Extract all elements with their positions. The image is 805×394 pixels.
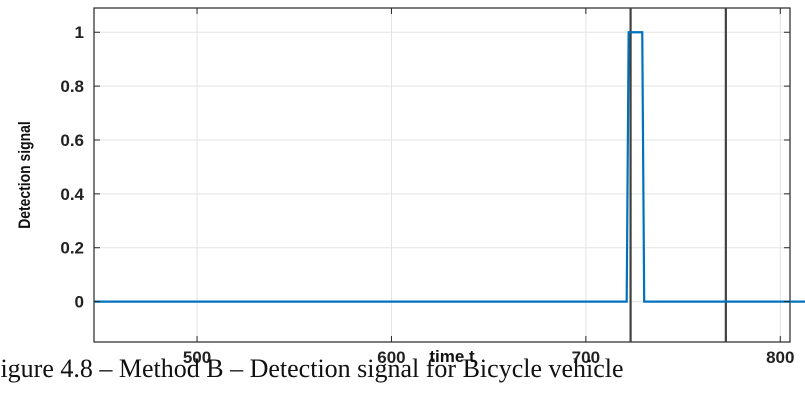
- vertical-markers: [629, 8, 727, 342]
- y-tick-label: 0.6: [60, 131, 84, 150]
- x-axis-label: time t: [429, 347, 475, 366]
- x-tick-label: 600: [377, 348, 405, 367]
- series-layer: [94, 31, 805, 303]
- y-tick-label: 0: [75, 293, 84, 312]
- x-tick-label: 700: [572, 348, 600, 367]
- y-tick-label: 0.2: [60, 239, 84, 258]
- x-tick-label: 800: [766, 348, 794, 367]
- x-tick-label: 500: [183, 348, 211, 367]
- y-tick-label: 1: [75, 23, 84, 42]
- y-ticks: 0 0.2 0.4 0.6 0.8 1: [60, 23, 790, 312]
- y-tick-label: 0.4: [60, 185, 84, 204]
- y-axis-label: Detection signal: [16, 121, 35, 229]
- y-tick-label: 0.8: [60, 77, 84, 96]
- plot-frame: [93, 7, 791, 343]
- x-ticks: 500 600 700 800: [183, 8, 794, 367]
- detection-signal-line: [94, 31, 805, 303]
- grid: [94, 8, 790, 342]
- figure-caption: Figure 4.8 – Method B – Detection signal…: [0, 354, 624, 383]
